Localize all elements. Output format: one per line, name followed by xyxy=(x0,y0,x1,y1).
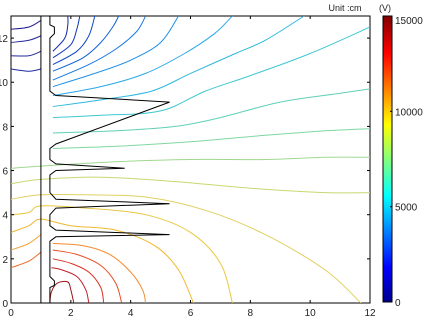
colorbar-tick-label: 5000 xyxy=(395,203,418,214)
contour-line-1500 xyxy=(52,16,81,59)
contour-line-7500 xyxy=(11,193,362,303)
contour-line-400 xyxy=(11,35,42,43)
contour-lines xyxy=(11,16,370,303)
contour-line-3000 xyxy=(52,16,147,81)
contour-line-4500 xyxy=(52,16,305,107)
y-tick-label: 6 xyxy=(2,167,8,178)
y-tick-label: 4 xyxy=(2,211,8,222)
y-tick-label: 10 xyxy=(0,78,8,89)
contour-line-13000 xyxy=(51,267,90,303)
x-tick-label: 6 xyxy=(188,308,194,319)
x-axis-ticks: 0 2 4 6 8 10 12 xyxy=(8,16,376,319)
y-axis-ticks: 0 2 4 6 8 10 12 xyxy=(0,34,370,310)
colorbar-tick-label: 10000 xyxy=(395,107,423,118)
x-tick-label: 0 xyxy=(8,308,14,319)
contour-line-5500 xyxy=(52,88,370,134)
x-tick-label: 2 xyxy=(68,308,74,319)
colorbar-tick-label: 0 xyxy=(395,298,401,309)
unit-label: Unit :cm xyxy=(328,3,361,13)
contour-line-2500 xyxy=(52,16,120,72)
contour-line-10000 xyxy=(11,251,42,269)
colorbar-ticks: 0 5000 10000 15000 xyxy=(390,15,423,309)
contour-line-1000 xyxy=(52,16,69,52)
contour-line-200 xyxy=(11,19,42,30)
contour-line-3500 xyxy=(52,16,179,88)
y-tick-label: 0 xyxy=(2,299,8,310)
electrode-outline xyxy=(49,16,170,303)
contour-line-600 xyxy=(11,50,42,57)
y-tick-label: 12 xyxy=(0,34,8,45)
electrode-structure xyxy=(40,16,170,303)
contour-line-5000 xyxy=(52,26,370,119)
contour-line-9000 xyxy=(11,234,42,251)
x-tick-label: 8 xyxy=(248,308,254,319)
y-tick-label: 2 xyxy=(2,255,8,266)
colorbar-tick-label: 15000 xyxy=(395,16,423,27)
contour-line-8500 xyxy=(11,218,194,303)
contour-line-2000 xyxy=(52,16,96,66)
x-tick-label: 10 xyxy=(305,308,317,319)
contour-line-800 xyxy=(11,68,42,72)
colorbar xyxy=(382,15,393,303)
contour-line-6000 xyxy=(52,128,370,149)
contour-line-12000 xyxy=(52,258,105,303)
y-tick-label: 8 xyxy=(2,122,8,133)
contour-line-9500 xyxy=(52,242,147,303)
contour-line-4000 xyxy=(52,16,233,96)
contour-line-8000 xyxy=(11,205,233,303)
x-tick-label: 12 xyxy=(364,308,376,319)
x-tick-label: 4 xyxy=(128,308,134,319)
contour-line-14000 xyxy=(49,280,75,303)
contour-line-11000 xyxy=(52,249,123,303)
colorbar-unit-label: (V) xyxy=(379,3,391,13)
